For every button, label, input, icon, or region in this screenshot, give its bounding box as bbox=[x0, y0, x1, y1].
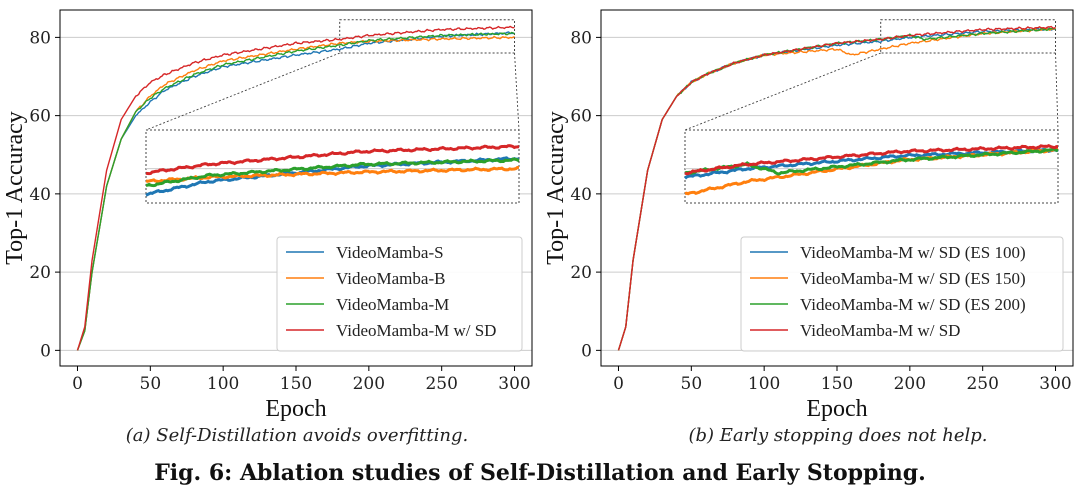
inset-series-line-3 bbox=[684, 147, 1059, 176]
y-tick-label: 60 bbox=[29, 107, 51, 127]
x-tick-label: 50 bbox=[681, 374, 703, 394]
inset-zoom-panel bbox=[145, 129, 520, 204]
x-tick-label: 300 bbox=[498, 374, 530, 394]
legend-label: VideoMamba-M w/ SD (ES 200) bbox=[800, 295, 1026, 314]
legend-label: VideoMamba-M w/ SD bbox=[800, 321, 960, 340]
x-tick-label: 50 bbox=[140, 374, 162, 394]
figure-caption: Fig. 6: Ablation studies of Self-Distill… bbox=[154, 460, 926, 486]
y-tick-label: 40 bbox=[570, 185, 592, 205]
y-axis-title: Top-1 Accuracy bbox=[2, 111, 28, 265]
y-tick-label: 0 bbox=[40, 341, 51, 361]
x-tick-label: 200 bbox=[894, 374, 926, 394]
inset-series-line-4 bbox=[684, 144, 1058, 176]
x-tick-label: 300 bbox=[1039, 374, 1071, 394]
zoom-connector bbox=[1055, 53, 1059, 131]
series-line-2 bbox=[76, 35, 515, 351]
legend: VideoMamba-M w/ SD (ES 100) VideoMamba-M … bbox=[740, 236, 1064, 352]
x-tick-label: 250 bbox=[425, 374, 457, 394]
legend-label: VideoMamba-S bbox=[336, 243, 444, 262]
series-line-1 bbox=[76, 31, 515, 351]
x-axis-title: Epoch bbox=[265, 396, 326, 422]
legend-label: VideoMamba-M w/ SD (ES 150) bbox=[800, 269, 1026, 288]
subcaption-b: (b) Early stopping does not help. bbox=[689, 425, 988, 446]
y-tick-label: 80 bbox=[570, 28, 592, 48]
legend-box bbox=[276, 236, 523, 352]
inset-series-line-4 bbox=[145, 144, 520, 176]
y-tick-label: 20 bbox=[29, 263, 51, 283]
legend: VideoMamba-S VideoMamba-B VideoMamba-M Vide… bbox=[276, 236, 523, 352]
x-tick-label: 200 bbox=[353, 374, 385, 394]
x-tick-label: 250 bbox=[966, 374, 998, 394]
y-tick-label: 40 bbox=[29, 185, 51, 205]
x-axis-title: Epoch bbox=[806, 396, 867, 422]
y-tick-label: 0 bbox=[581, 341, 592, 361]
zoom-connector bbox=[145, 52, 340, 131]
series-line-4 bbox=[76, 25, 515, 351]
legend-box bbox=[740, 236, 1064, 352]
legend-label: VideoMamba-B bbox=[336, 269, 445, 288]
x-tick-label: 0 bbox=[613, 374, 624, 394]
y-tick-label: 60 bbox=[570, 107, 592, 127]
x-tick-label: 0 bbox=[72, 374, 83, 394]
x-tick-label: 100 bbox=[748, 374, 780, 394]
x-tick-label: 100 bbox=[207, 374, 239, 394]
y-axis-title: Top-1 Accuracy bbox=[543, 111, 569, 265]
y-tick-label: 80 bbox=[29, 28, 51, 48]
legend-label: VideoMamba-M w/ SD (ES 100) bbox=[800, 243, 1026, 262]
x-tick-label: 150 bbox=[821, 374, 853, 394]
legend-label: VideoMamba-M w/ SD bbox=[336, 321, 496, 340]
x-tick-label: 150 bbox=[280, 374, 312, 394]
series-line-3 bbox=[76, 31, 515, 351]
zoom-connector bbox=[684, 52, 881, 131]
zoom-connector bbox=[514, 53, 520, 131]
series-line-4 bbox=[617, 25, 1056, 351]
legend-label: VideoMamba-M bbox=[336, 295, 449, 314]
inset-zoom-panel bbox=[684, 129, 1059, 204]
inset-series-line-3 bbox=[145, 157, 520, 188]
series-line-1 bbox=[617, 27, 1056, 351]
y-tick-label: 20 bbox=[570, 263, 592, 283]
inset-series-line-1 bbox=[683, 147, 1059, 180]
inset-series-line-2 bbox=[145, 165, 520, 184]
chart-panel-a: 0 50 100 150 200 250 300 0 20 40 60 80 Epoch Top-1 Ac… bbox=[2, 9, 533, 422]
subcaption-a: (a) Self-Distillation avoids overfitting… bbox=[126, 425, 468, 446]
chart-panel-b: 0 50 100 150 200 250 300 0 20 40 60 80 Epoch Top-1 Ac… bbox=[543, 9, 1074, 422]
